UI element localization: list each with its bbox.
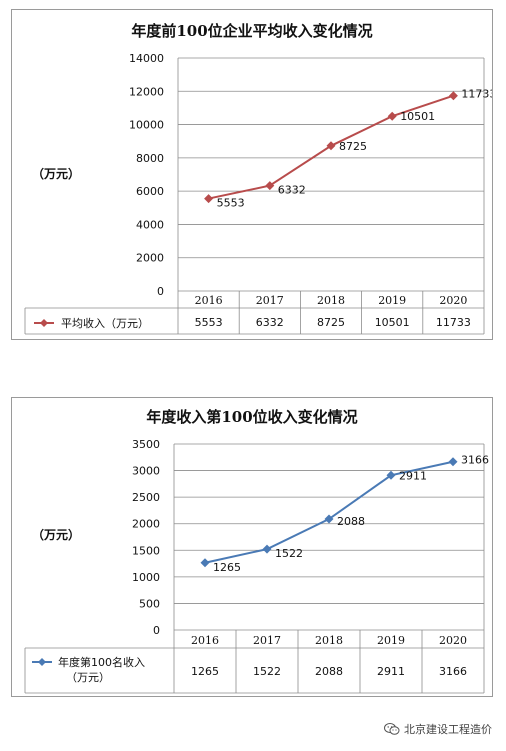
x-tick-label: 2017 <box>253 634 281 647</box>
table-value: 6332 <box>256 316 284 329</box>
table-value: 3166 <box>439 665 467 678</box>
legend-label: 平均收入（万元） <box>61 316 149 330</box>
watermark: 北京建设工程造价 <box>384 721 492 737</box>
data-point <box>448 457 458 467</box>
y-tick-label: 3500 <box>132 438 160 451</box>
y-tick-label: 0 <box>153 624 160 637</box>
wechat-icon <box>384 722 400 736</box>
data-point <box>200 558 210 568</box>
y-tick-label: 4000 <box>136 218 164 231</box>
data-label: 10501 <box>400 110 435 123</box>
y-axis-label: （万元） <box>32 527 80 542</box>
table-value: 2088 <box>315 665 343 678</box>
data-label: 1522 <box>275 547 303 560</box>
y-tick-label: 0 <box>157 285 164 298</box>
table-value: 1265 <box>191 665 219 678</box>
x-tick-label: 2019 <box>377 634 405 647</box>
data-point <box>324 514 334 524</box>
y-tick-label: 6000 <box>136 185 164 198</box>
table-value: 11733 <box>436 316 471 329</box>
y-tick-label: 500 <box>139 597 160 610</box>
table-value: 2911 <box>377 665 405 678</box>
x-tick-label: 2017 <box>256 294 284 307</box>
data-label: 8725 <box>339 140 367 153</box>
data-label: 2911 <box>399 469 427 482</box>
y-tick-label: 2500 <box>132 491 160 504</box>
data-label: 11733 <box>461 88 492 101</box>
data-point <box>204 194 214 204</box>
chart-title: 年度收入第100位收入变化情况 <box>146 408 357 426</box>
data-point <box>448 91 458 101</box>
x-tick-label: 2020 <box>439 294 467 307</box>
data-label: 6332 <box>278 184 306 197</box>
data-point <box>387 111 397 121</box>
legend-label: （万元） <box>66 671 110 684</box>
y-tick-label: 10000 <box>129 119 164 132</box>
data-label: 3166 <box>461 454 489 467</box>
chart-100th-revenue-svg: 年度收入第100位收入变化情况 （万元） 0 500 1000 1500 2000 2500 3… <box>24 408 489 694</box>
x-tick-label: 2016 <box>195 294 223 307</box>
y-tick-label: 8000 <box>136 152 164 165</box>
table-value: 8725 <box>317 316 345 329</box>
y-tick-label: 12000 <box>129 85 164 98</box>
table-value: 10501 <box>375 316 410 329</box>
data-point <box>386 470 396 480</box>
chart-100th-revenue: 年度收入第100位收入变化情况 （万元） 0 500 1000 1500 2000 2500 3… <box>11 397 493 697</box>
x-tick-label: 2020 <box>439 634 467 647</box>
data-point <box>262 544 272 554</box>
y-tick-label: 3000 <box>132 465 160 478</box>
chart-average-revenue: 年度前100位企业平均收入变化情况 （万元） 0 2000 4000 6000 8000 10… <box>11 9 493 340</box>
table-value: 5553 <box>195 316 223 329</box>
data-point <box>326 141 336 151</box>
data-point <box>265 181 275 191</box>
chart-average-revenue-svg: 年度前100位企业平均收入变化情况 （万元） 0 2000 4000 6000 8000 10… <box>24 22 492 335</box>
watermark-text: 北京建设工程造价 <box>404 723 492 736</box>
x-tick-label: 2018 <box>315 634 343 647</box>
legend-marker <box>38 658 46 666</box>
x-tick-label: 2019 <box>378 294 406 307</box>
y-tick-label: 2000 <box>132 518 160 531</box>
y-axis-label: （万元） <box>32 166 80 181</box>
x-tick-label: 2018 <box>317 294 345 307</box>
table-value: 1522 <box>253 665 281 678</box>
data-label: 5553 <box>217 197 245 210</box>
y-tick-label: 1000 <box>132 571 160 584</box>
data-label: 2088 <box>337 515 365 528</box>
y-tick-label: 14000 <box>129 52 164 65</box>
legend-marker <box>40 319 48 327</box>
y-tick-label: 2000 <box>136 252 164 265</box>
chart-title: 年度前100位企业平均收入变化情况 <box>131 22 372 40</box>
y-tick-label: 1500 <box>132 544 160 557</box>
legend-label: 年度第100名收入 <box>58 655 145 669</box>
data-label: 1265 <box>213 561 241 574</box>
x-tick-label: 2016 <box>191 634 219 647</box>
